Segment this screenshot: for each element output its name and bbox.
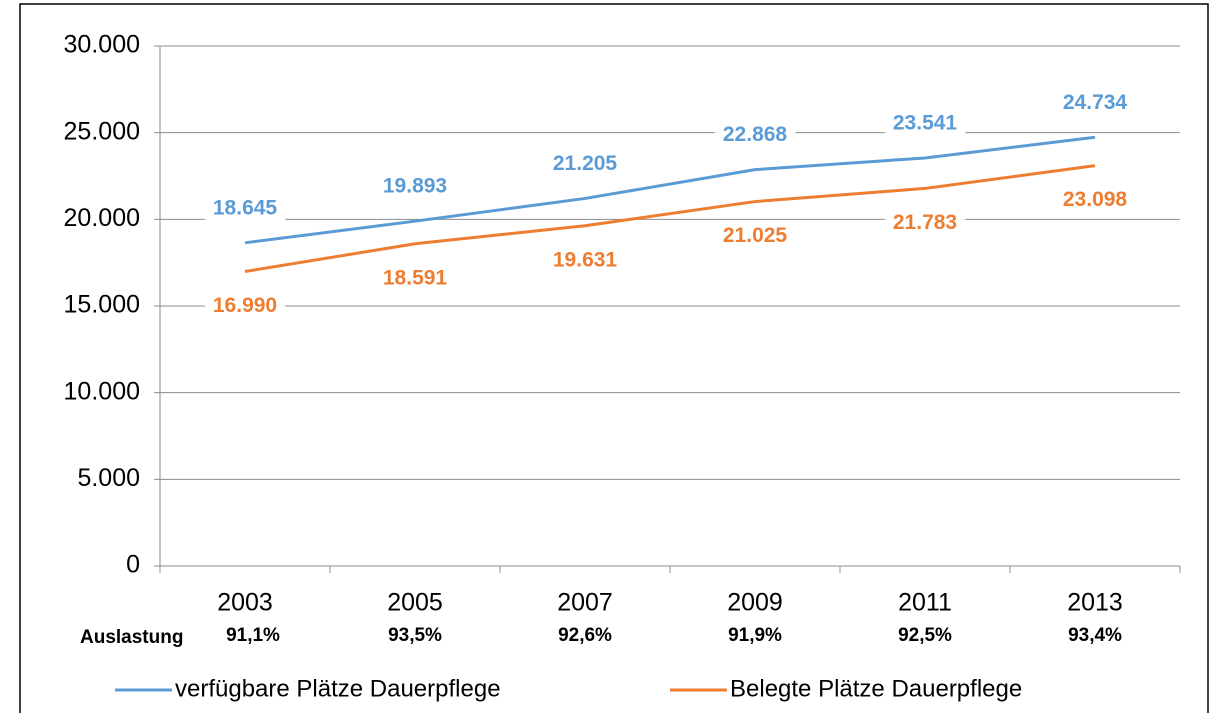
data-label-bg	[374, 172, 456, 200]
x-tick-label: 2013	[1067, 589, 1123, 617]
utilization-label: 91,1%	[226, 625, 280, 646]
data-label-bg	[714, 222, 796, 250]
y-tick-label: 20.000	[64, 204, 140, 232]
data-label: 19.893	[383, 175, 447, 198]
series-line	[244, 135, 1096, 245]
y-tick-label: 15.000	[64, 291, 140, 319]
x-tick-label: 2011	[898, 589, 952, 617]
data-label: 24.734	[1063, 91, 1128, 114]
utilization-label: 92,6%	[558, 625, 612, 646]
data-label-bg	[714, 121, 796, 149]
utilization-label: 93,5%	[388, 625, 442, 646]
data-label: 21.783	[893, 211, 957, 234]
utilization-label: 93,4%	[1068, 625, 1122, 646]
data-label: 23.098	[1063, 188, 1128, 211]
data-label: 21.025	[723, 224, 788, 247]
data-label-bg	[884, 109, 966, 137]
data-label: 22.868	[723, 123, 788, 146]
data-label-bg	[884, 208, 966, 236]
utilization-label: 91,9%	[728, 625, 782, 646]
data-label: 18.645	[213, 196, 278, 219]
data-label: 16.990	[213, 294, 277, 317]
y-tick-label: 30.000	[64, 31, 140, 59]
y-tick-label: 25.000	[64, 117, 140, 145]
utilization-title: Auslastung	[80, 627, 183, 648]
legend-label: Belegte Plätze Dauerpflege	[730, 675, 1022, 702]
data-label-bg	[374, 264, 456, 292]
y-tick-label: 10.000	[64, 377, 140, 405]
data-label: 19.631	[553, 248, 618, 271]
data-label-bg	[204, 292, 286, 320]
data-label-bg	[544, 149, 626, 177]
x-tick-label: 2007	[557, 589, 613, 617]
y-tick-label: 0	[126, 551, 140, 579]
data-label-bg	[544, 246, 626, 274]
series-line	[244, 164, 1096, 273]
x-tick-label: 2005	[387, 589, 443, 617]
y-tick-label: 5.000	[77, 464, 140, 492]
chart-frame	[19, 3, 1209, 713]
x-tick-label: 2003	[217, 589, 273, 617]
legend-label: verfügbare Plätze Dauerpflege	[175, 675, 501, 702]
data-label-bg	[1054, 88, 1136, 116]
data-label: 23.541	[893, 112, 958, 135]
utilization-label: 92,5%	[898, 625, 952, 646]
data-label: 18.591	[383, 266, 448, 289]
x-tick-label: 2009	[727, 589, 783, 617]
data-label-bg	[204, 194, 286, 222]
data-label-bg	[1054, 186, 1136, 214]
data-label: 21.205	[553, 152, 618, 175]
